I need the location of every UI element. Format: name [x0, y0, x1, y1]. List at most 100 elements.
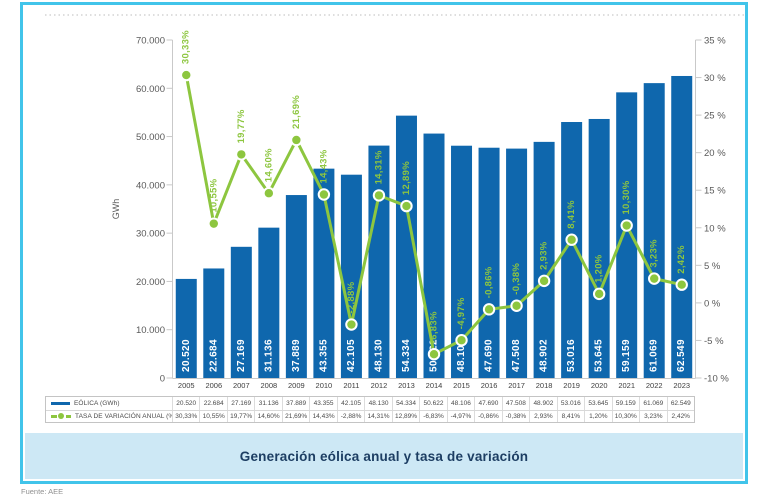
bar-2019: [561, 122, 583, 378]
bar-2012: [368, 145, 390, 378]
legend-table-value: 47.508: [501, 397, 529, 410]
variation-rate-label: 1,20%: [594, 254, 605, 283]
legend-table-value: -2,88%: [336, 410, 364, 422]
left-axis-tick-label: 50.000: [136, 132, 165, 143]
bar-2021: [616, 92, 638, 378]
bar-2008: [258, 227, 280, 378]
x-axis-year-label: 2019: [563, 381, 580, 390]
line-point-2017: [510, 299, 523, 312]
bar-value-label: 61.069: [649, 339, 660, 372]
x-axis-year-label: 2022: [646, 381, 663, 390]
legend-series-name: EÓLICA (GWh): [74, 399, 120, 407]
bar-2016: [478, 147, 500, 378]
bar-2006: [203, 268, 225, 378]
x-axis-year-label: 2010: [316, 381, 333, 390]
x-axis-year-label: 2016: [481, 381, 498, 390]
legend-table-value: 62.549: [666, 397, 694, 410]
x-axis-year-label: 2011: [343, 381, 359, 390]
bar-2009: [285, 195, 307, 378]
variation-rate-label: -6,83%: [429, 311, 440, 343]
legend-series-label: TASA DE VARIACIÓN ANUAL (%): [46, 411, 172, 423]
bar-2018: [533, 141, 555, 378]
line-point-2018: [537, 274, 551, 288]
legend-table-value: -0,38%: [501, 410, 529, 422]
bar-value-label: 31.136: [263, 339, 274, 372]
legend-table-value: 19,77%: [226, 410, 254, 422]
line-point-2021: [620, 219, 633, 232]
line-point-2011: [345, 318, 358, 331]
legend-table-value: -4,97%: [446, 410, 474, 422]
x-axis-year-label: 2014: [426, 381, 443, 390]
line-point-2023: [675, 278, 688, 291]
legend-table-value: 42.105: [336, 397, 364, 410]
x-axis-year-label: 2007: [233, 381, 250, 390]
legend-table-value: 37.889: [281, 397, 309, 410]
x-axis-year-label: 2013: [398, 381, 415, 390]
right-axis-tick-label: 15 %: [704, 186, 726, 197]
x-axis-year-label: 2021: [618, 381, 635, 390]
line-series-swatch-icon: [51, 413, 71, 420]
variation-rate-label: -2,88%: [346, 281, 357, 313]
legend-table-value: 48.130: [364, 397, 391, 410]
bar-value-label: 48.106: [456, 339, 467, 372]
bar-value-label: 42.105: [346, 339, 357, 372]
line-point-2006: [207, 217, 220, 230]
bar-value-label: 27.169: [236, 339, 247, 372]
variation-rate-label: 14,43%: [318, 149, 329, 183]
x-axis-year-label: 2015: [453, 381, 470, 390]
variation-rate-label: 10,30%: [621, 180, 632, 214]
line-point-2016: [482, 303, 496, 316]
legend-table-value: 2,93%: [529, 410, 556, 422]
variation-rate-label: -0,38%: [511, 263, 522, 295]
line-point-2012: [372, 189, 386, 202]
legend-table-value: 61.069: [639, 397, 666, 410]
legend-table-value: 27.169: [226, 397, 254, 410]
right-axis-tick-label: 5 %: [704, 261, 721, 272]
legend-table-value: 31.136: [254, 397, 281, 410]
line-point-2015: [455, 334, 468, 347]
bar-value-label: 59.159: [621, 339, 632, 372]
line-point-2010: [317, 188, 331, 201]
variation-rate-label: 12,89%: [401, 161, 412, 195]
legend-table-value: 20.520: [172, 397, 199, 410]
bar-value-label: 22.684: [208, 339, 219, 372]
bar-value-label: 53.016: [566, 339, 577, 372]
legend-table-value: 54.334: [391, 397, 419, 410]
legend-table-value: 53.016: [556, 397, 584, 410]
legend-table-value: 10,55%: [199, 410, 226, 422]
legend-series-name: TASA DE VARIACIÓN ANUAL (%): [75, 412, 172, 420]
bar-value-label: 53.645: [594, 339, 605, 372]
left-axis-tick-label: 20.000: [136, 277, 165, 288]
bar-series-swatch-icon: [51, 401, 70, 405]
right-axis-tick-label: 10 %: [704, 223, 726, 234]
variation-rate-label: 8,41%: [566, 200, 577, 229]
line-point-2019: [565, 233, 578, 246]
legend-table-value: 12,89%: [391, 410, 419, 422]
bar-value-label: 37.889: [291, 339, 302, 372]
variation-rate-label: 14,31%: [373, 150, 384, 184]
line-point-2005: [180, 68, 193, 82]
x-axis-year-label: 2017: [508, 381, 525, 390]
variation-rate-label: 30,33%: [181, 30, 192, 64]
bar-2014: [423, 133, 445, 378]
legend-table-value: 21,69%: [281, 410, 309, 422]
legend-table-value: 3,23%: [639, 410, 666, 422]
line-point-2008: [262, 187, 276, 200]
legend-table-value: 48.902: [529, 397, 556, 410]
bar-value-label: 47.690: [484, 339, 495, 372]
variation-rate-label: 14,60%: [263, 148, 274, 182]
variation-rate-label: 2,93%: [539, 241, 550, 270]
line-point-2009: [290, 133, 303, 147]
legend-table-value: 14,31%: [364, 410, 391, 422]
legend-table-value: 47.690: [474, 397, 501, 410]
legend-table-value: 53.645: [584, 397, 611, 410]
bar-2023: [671, 75, 693, 378]
x-axis-year-label: 2008: [260, 381, 277, 390]
chart-title: Generación eólica anual y tasa de variac…: [239, 448, 529, 464]
left-axis-tick-label: 60.000: [136, 84, 165, 95]
legend-table-value: 14,60%: [254, 410, 281, 422]
legend-table-row: EÓLICA (GWh) 20.520 22.684 27.169 31.136 37.8…: [46, 397, 694, 410]
bar-2017: [506, 148, 528, 378]
